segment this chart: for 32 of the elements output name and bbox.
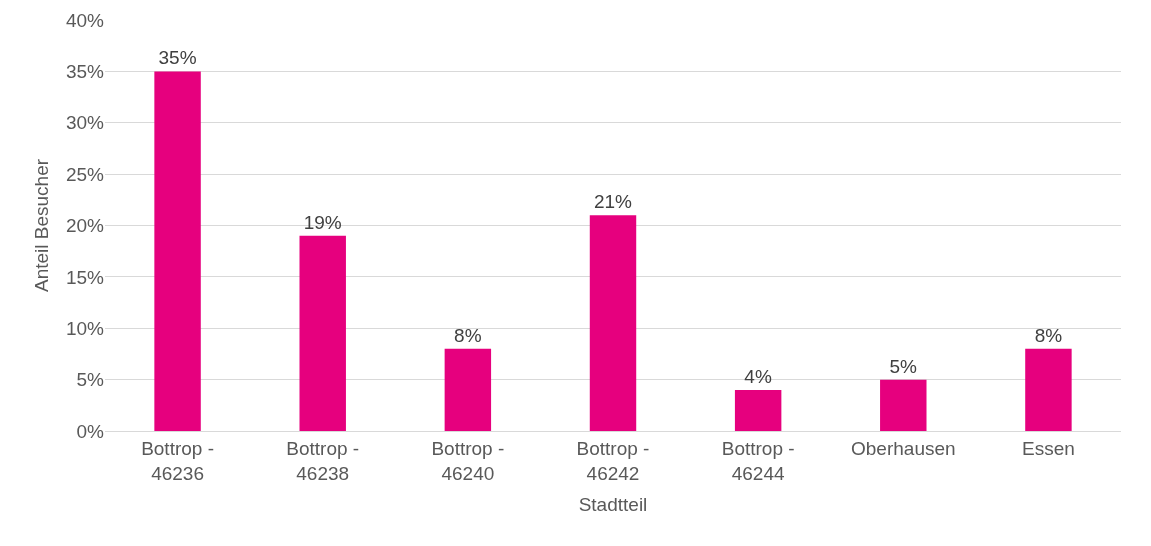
y-tick-label: 15% bbox=[65, 266, 105, 288]
y-tick-label: 25% bbox=[65, 163, 105, 185]
x-tick-label: Essen bbox=[1022, 437, 1075, 459]
data-label: 35% bbox=[158, 47, 197, 69]
y-tick-label: 10% bbox=[65, 317, 105, 339]
bar bbox=[299, 235, 346, 431]
bar bbox=[444, 348, 492, 431]
data-label: 19% bbox=[303, 211, 342, 233]
y-axis-title: Anteil Besucher bbox=[30, 158, 52, 293]
bar bbox=[154, 71, 201, 431]
bar bbox=[589, 215, 637, 431]
data-label: 8% bbox=[1034, 324, 1063, 346]
x-tick-label: Bottrop - 46244 bbox=[721, 437, 795, 484]
x-tick-label: Bottrop - 46236 bbox=[141, 437, 215, 484]
x-tick-label: Bottrop - 46242 bbox=[576, 437, 650, 484]
data-label: 5% bbox=[889, 355, 918, 377]
bar bbox=[880, 379, 927, 431]
x-tick-label: Bottrop - 46238 bbox=[286, 437, 360, 484]
y-tick-label: 40% bbox=[65, 9, 105, 31]
y-tick-label: 30% bbox=[65, 112, 105, 134]
data-label: 8% bbox=[454, 324, 482, 346]
bar bbox=[1025, 348, 1072, 431]
y-tick-label: 0% bbox=[76, 420, 105, 442]
y-tick-label: 5% bbox=[76, 369, 105, 391]
y-tick-label: 35% bbox=[65, 61, 105, 83]
x-tick-label: Oberhausen bbox=[851, 437, 956, 459]
data-label: 21% bbox=[593, 191, 633, 213]
x-tick-label: Bottrop - 46240 bbox=[431, 437, 505, 484]
data-label: 4% bbox=[744, 365, 772, 387]
y-tick-label: 20% bbox=[65, 215, 105, 237]
bar bbox=[734, 389, 782, 431]
x-axis-title: Stadtteil bbox=[578, 494, 648, 516]
